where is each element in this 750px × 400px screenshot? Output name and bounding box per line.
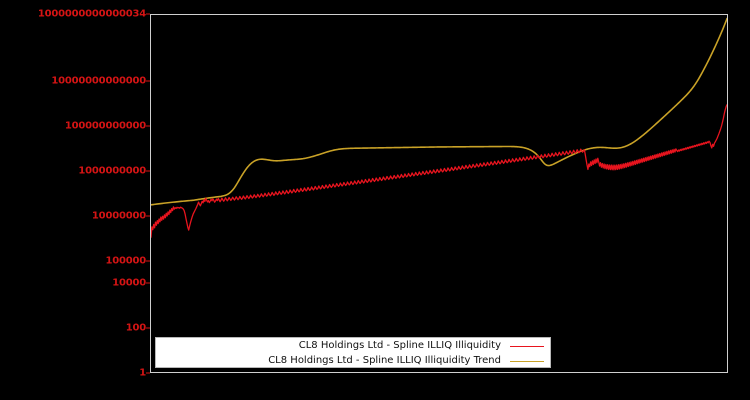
plot-area xyxy=(150,14,728,373)
y-axis-tick-label: 10000000 xyxy=(91,210,146,222)
y-axis-tick-mark xyxy=(146,327,150,329)
legend-row: CL8 Holdings Ltd - Spline ILLIQ Illiquid… xyxy=(156,339,550,353)
y-axis-tick-mark xyxy=(146,170,150,172)
plot-svg xyxy=(151,17,727,238)
y-axis-tick-label-group: 1000000000000034 10000000000000 1000000000… xyxy=(0,0,150,400)
y-axis-tick-mark xyxy=(146,13,150,15)
legend-row: CL8 Holdings Ltd - Spline ILLIQ Illiquid… xyxy=(156,354,550,368)
series-line-illiquidity xyxy=(151,104,727,238)
legend-box: CL8 Holdings Ltd - Spline ILLIQ Illiquid… xyxy=(155,337,551,368)
y-axis-tick-label: 1 xyxy=(139,367,146,379)
legend-swatch-illiquidity xyxy=(510,345,544,347)
y-axis-tick-label: 100000 xyxy=(105,255,146,267)
y-axis-tick-mark xyxy=(146,282,150,284)
y-axis-tick-mark xyxy=(146,215,150,217)
y-axis-tick-label: 10000 xyxy=(112,277,146,289)
y-axis-tick-label: 1000000000000034 xyxy=(37,8,146,20)
y-axis-tick-mark xyxy=(146,372,150,374)
y-axis-tick-label: 100000000000 xyxy=(64,120,146,132)
series-line-trend xyxy=(151,17,727,206)
y-axis-tick-mark xyxy=(146,260,150,262)
y-axis-tick-label: 1000000000 xyxy=(78,165,146,177)
legend-label-illiquidity: CL8 Holdings Ltd - Spline ILLIQ Illiquid… xyxy=(298,340,501,351)
legend-label-illiquidity-trend: CL8 Holdings Ltd - Spline ILLIQ Illiquid… xyxy=(268,355,501,366)
y-axis-tick-mark xyxy=(146,125,150,127)
legend-swatch-illiquidity-trend xyxy=(510,360,544,362)
y-axis-tick-label: 10000000000000 xyxy=(51,75,146,87)
y-axis-tick-label: 100 xyxy=(125,322,146,334)
y-axis-tick-mark xyxy=(146,80,150,82)
